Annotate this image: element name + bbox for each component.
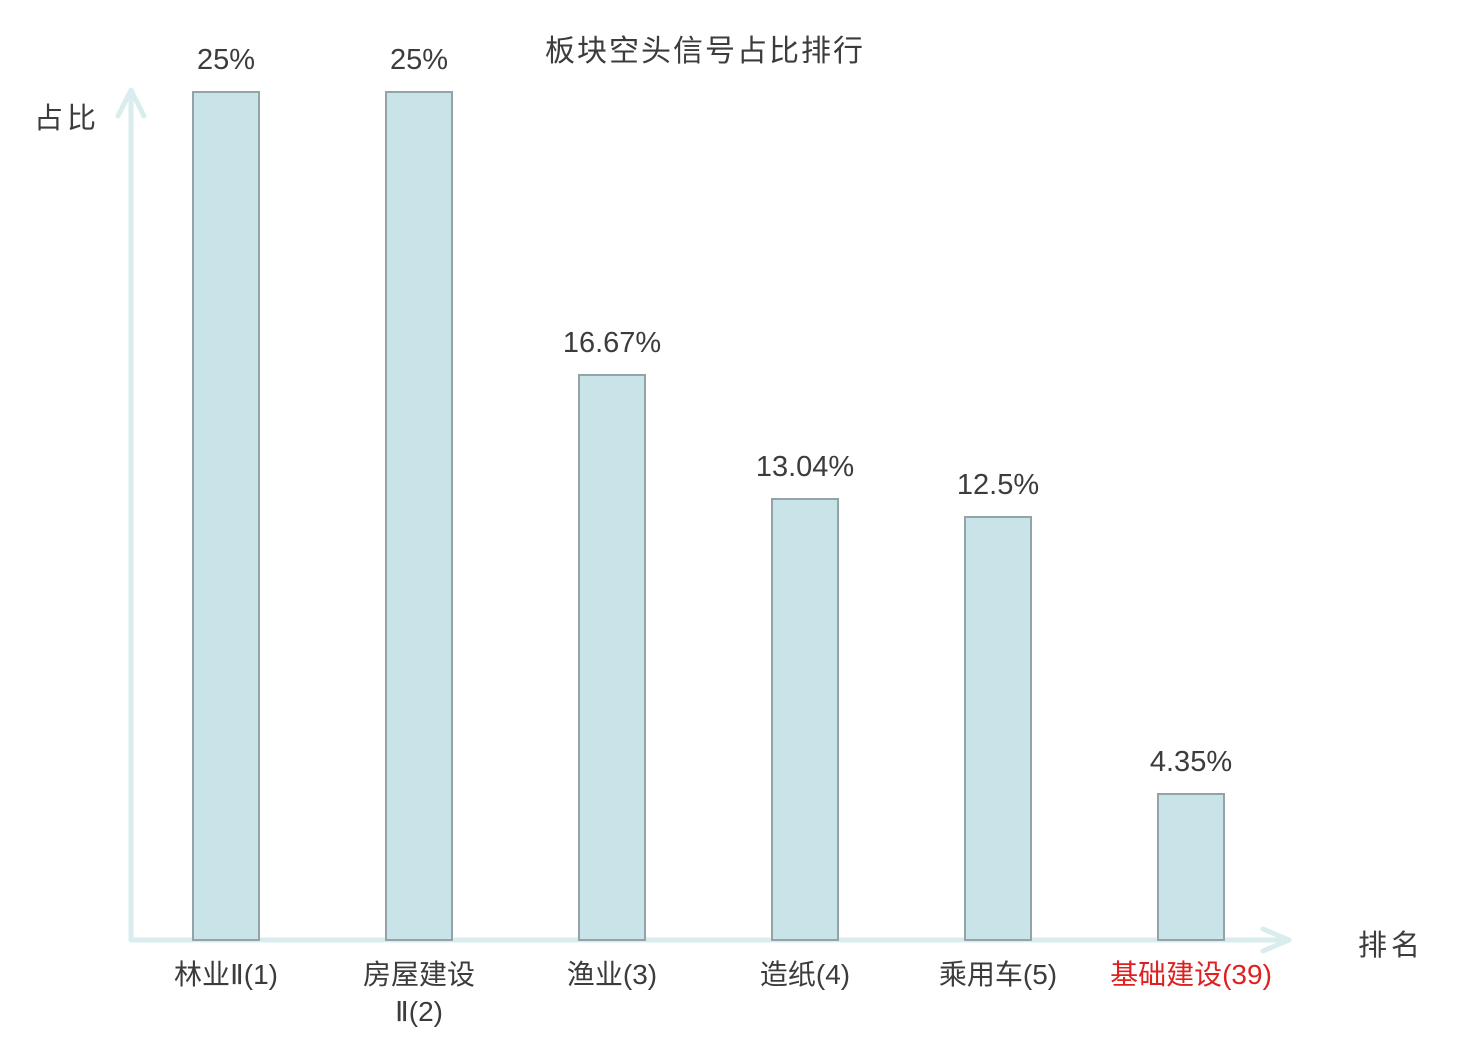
bar-value-label: 16.67% [562,327,662,359]
category-label: 基础建设(39) [1110,959,1272,990]
chart-title: 板块空头信号占比排行 [545,35,865,68]
category-label: 渔业(3) [566,959,658,990]
bar-value-label: 13.04% [755,451,855,483]
category-label: 造纸(4) [759,959,851,990]
category-label: 乘用车(5) [938,959,1058,990]
bar-value-label: 12.5% [956,469,1040,501]
y-axis-arrow [115,87,147,943]
y-axis-label: 占比 [34,103,101,135]
bar-5 [964,516,1032,941]
bar-value-label: 4.35% [1149,746,1233,778]
category-label: 林业Ⅱ(1) [173,959,278,990]
bar-2 [385,91,453,941]
bar-3 [578,374,646,941]
bar-6 [1157,793,1225,941]
bar-value-label: 25% [196,44,256,76]
x-axis-label: 排名 [1358,930,1425,962]
category-label: 房屋建设 Ⅱ(2) [362,959,475,1027]
bar-1 [192,91,260,941]
x-axis-arrow [128,926,1292,954]
bar-value-label: 25% [389,44,449,76]
bar-4 [771,498,839,941]
